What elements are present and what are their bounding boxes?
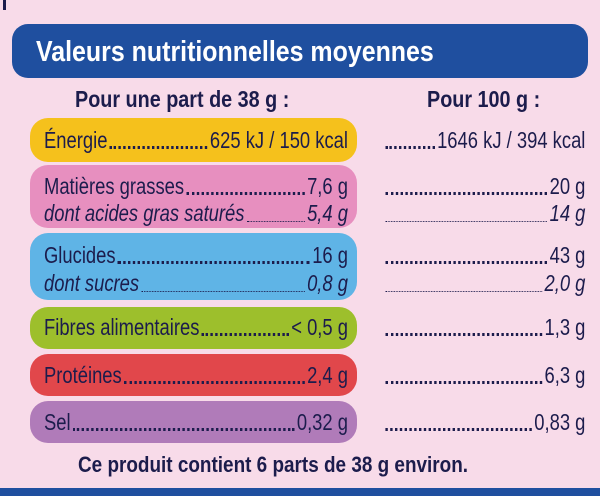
nutrient-label: Protéines xyxy=(44,362,122,388)
nutrient-band xyxy=(30,118,357,162)
leader-dots xyxy=(385,261,548,264)
nutrient-value: 43 g xyxy=(549,242,586,268)
nutrient-value: 7,6 g xyxy=(307,173,348,199)
row: 1646 kJ / 394 kcal xyxy=(383,126,585,154)
leader-dots xyxy=(117,261,310,264)
nutrient-label: dont sucres xyxy=(44,270,140,296)
nutrient-label: Sel xyxy=(44,409,71,435)
title: Valeurs nutritionnelles moyennes xyxy=(36,36,434,68)
leader-dots xyxy=(385,192,548,195)
title-banner xyxy=(12,24,588,78)
nutrient-label: Énergie xyxy=(44,127,108,153)
nutrient-value: 1,3 g xyxy=(544,314,586,340)
leader-dots xyxy=(385,333,543,336)
footer-note: Ce produit contient 6 parts de 38 g envi… xyxy=(78,452,469,477)
nutrient-label: Fibres alimentaires xyxy=(44,314,200,340)
row: 20 g xyxy=(383,172,585,200)
bottom-bar xyxy=(0,488,600,496)
nutrient-band xyxy=(30,401,357,443)
nutrient-band xyxy=(30,354,357,396)
row: Glucides 16 g xyxy=(44,241,348,269)
row: 1,3 g xyxy=(383,313,585,341)
row: Matières grasses 7,6 g xyxy=(44,172,348,200)
nutrient-value: 1646 kJ / 394 kcal xyxy=(437,127,586,153)
leader-dots xyxy=(141,291,305,292)
row: 43 g xyxy=(383,241,585,269)
nutrient-value: < 0,5 g xyxy=(291,314,348,340)
edge-mark xyxy=(3,0,6,10)
leader-dots xyxy=(201,333,289,336)
nutrient-label: dont acides gras saturés xyxy=(44,200,245,226)
leader-dots xyxy=(109,146,208,149)
row: 0,83 g xyxy=(383,408,585,436)
row: 6,3 g xyxy=(383,361,585,389)
column-header: Pour 100 g : xyxy=(427,86,541,112)
nutrient-value: 2,4 g xyxy=(307,362,348,388)
nutrient-value: 0,8 g xyxy=(307,270,348,296)
nutrient-value: 625 kJ / 150 kcal xyxy=(209,127,348,153)
nutrient-value: 14 g xyxy=(549,200,586,226)
leader-dots xyxy=(246,221,305,222)
row: Fibres alimentaires < 0,5 g xyxy=(44,313,348,341)
nutrient-value: 20 g xyxy=(549,173,586,199)
nutrient-value: 16 g xyxy=(312,242,348,268)
sub-row: dont sucres 0,8 g xyxy=(44,269,348,297)
leader-dots xyxy=(73,428,295,431)
leader-dots xyxy=(385,381,543,384)
nutrient-band xyxy=(30,307,357,349)
leader-dots xyxy=(186,192,305,195)
leader-dots xyxy=(385,221,548,222)
nutrient-band xyxy=(30,165,357,228)
row: Protéines 2,4 g xyxy=(44,361,348,389)
sub-row: dont acides gras saturés 5,4 g xyxy=(44,199,348,227)
sub-row: 2,0 g xyxy=(383,269,585,297)
row: Énergie 625 kJ / 150 kcal xyxy=(44,126,348,154)
leader-dots xyxy=(385,291,543,292)
sub-row: 14 g xyxy=(383,199,585,227)
row: Sel 0,32 g xyxy=(44,408,348,436)
leader-dots xyxy=(385,146,435,149)
nutrient-value: 5,4 g xyxy=(307,200,348,226)
leader-dots xyxy=(124,381,305,384)
column-header: Pour une part de 38 g : xyxy=(75,86,290,112)
nutrient-value: 6,3 g xyxy=(544,362,586,388)
nutrient-value: 2,0 g xyxy=(544,270,586,296)
nutrient-value: 0,83 g xyxy=(534,409,586,435)
nutrient-label: Glucides xyxy=(44,242,116,268)
nutrient-band xyxy=(30,233,357,300)
nutrient-label: Matières grasses xyxy=(44,173,185,199)
leader-dots xyxy=(385,428,532,431)
nutrient-value: 0,32 g xyxy=(296,409,348,435)
